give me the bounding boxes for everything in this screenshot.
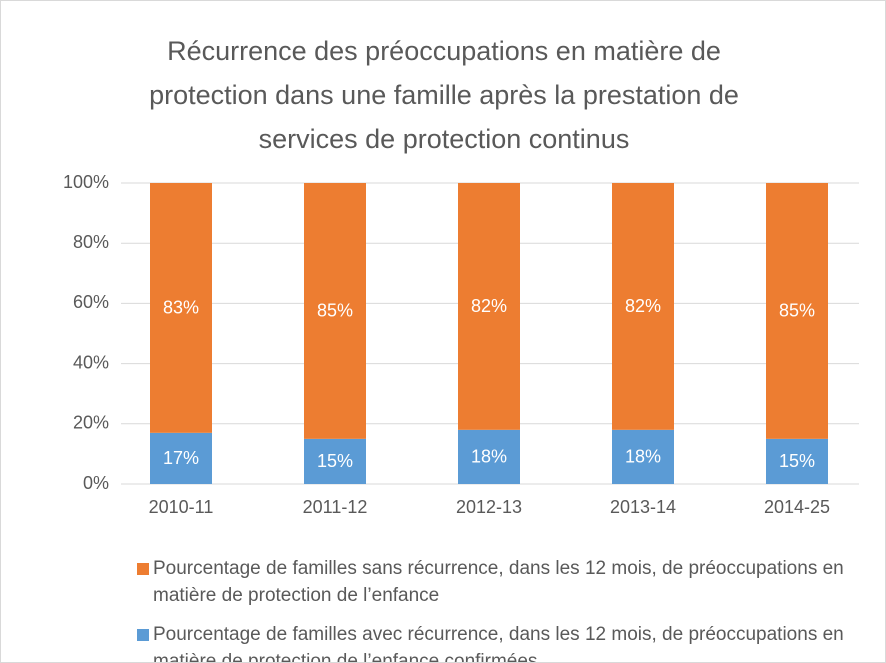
bar-segment	[458, 429, 520, 484]
y-tick-label: 100%	[63, 172, 109, 192]
y-tick-label: 0%	[83, 473, 109, 493]
x-tick-label: 2011-12	[303, 497, 368, 517]
data-label: 17%	[163, 448, 199, 468]
data-label: 85%	[317, 301, 353, 321]
data-label: 85%	[779, 301, 815, 321]
bar-segment	[612, 183, 674, 430]
bar-segment	[150, 183, 212, 433]
bar-segment	[612, 429, 674, 484]
data-label: 18%	[471, 447, 507, 467]
y-tick-label: 80%	[73, 232, 109, 252]
legend-swatch	[137, 563, 149, 575]
data-label: 83%	[163, 298, 199, 318]
data-label: 82%	[625, 296, 661, 316]
bar-segment	[304, 438, 366, 484]
y-tick-label: 20%	[73, 413, 109, 433]
x-tick-label: 2012-13	[456, 497, 522, 517]
legend-label: Pourcentage de familles sans récurrence,…	[153, 558, 844, 606]
data-label: 82%	[471, 296, 507, 316]
data-label: 15%	[317, 451, 353, 471]
data-label: 15%	[779, 451, 815, 471]
bar-segment	[150, 432, 212, 484]
x-tick-label: 2010-11	[149, 497, 214, 517]
y-tick-label: 40%	[73, 352, 109, 372]
x-tick-label: 2014-25	[764, 497, 830, 517]
x-tick-label: 2013-14	[610, 497, 676, 517]
bar-segment	[766, 438, 828, 484]
bar-segment	[766, 183, 828, 439]
legend-swatch	[137, 629, 149, 641]
bar-segment	[458, 183, 520, 430]
legend: Pourcentage de familles sans récurrence,…	[137, 555, 857, 663]
y-tick-label: 60%	[73, 292, 109, 312]
chart-title: Récurrence des préoccupations en matière…	[149, 36, 739, 154]
legend-item: Pourcentage de familles avec récurrence,…	[137, 621, 857, 663]
bar-segment	[304, 183, 366, 439]
legend-label: Pourcentage de familles avec récurrence,…	[153, 624, 844, 663]
data-label: 18%	[625, 447, 661, 467]
legend-item: Pourcentage de familles sans récurrence,…	[137, 555, 857, 609]
